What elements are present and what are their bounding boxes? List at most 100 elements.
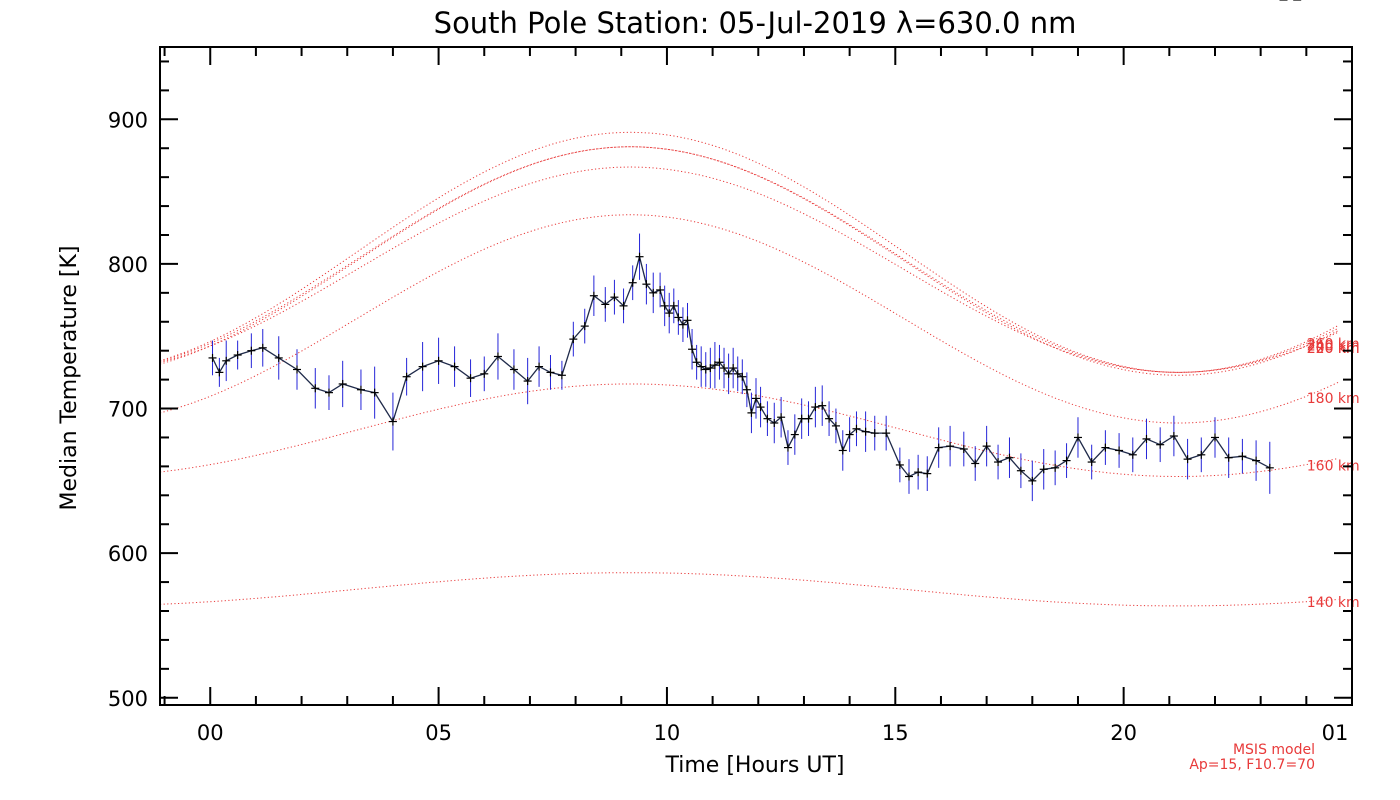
data-point <box>701 365 710 374</box>
data-point <box>959 445 968 454</box>
data-point <box>1265 463 1274 472</box>
data-point <box>674 313 683 322</box>
measurement-line <box>211 256 1271 482</box>
data-point <box>747 408 756 417</box>
data-point <box>1142 434 1151 443</box>
data-point <box>861 427 870 436</box>
data-point <box>1062 456 1071 465</box>
data-point <box>804 414 813 423</box>
data-point <box>402 372 411 381</box>
data-point <box>715 358 724 367</box>
x-tick-label-1: 05 <box>425 721 452 745</box>
data-point <box>233 351 242 360</box>
data-point <box>818 401 827 410</box>
data-point <box>1005 453 1014 462</box>
data-point <box>1073 433 1082 442</box>
data-point <box>752 394 760 403</box>
model-curve-label-6: 260 km <box>1307 337 1360 353</box>
data-point <box>1087 458 1096 467</box>
data-point <box>311 384 320 393</box>
data-point <box>247 346 256 355</box>
data-point <box>742 385 751 394</box>
data-point <box>923 469 932 478</box>
data-point <box>1183 455 1192 464</box>
data-point <box>845 430 854 439</box>
data-point <box>635 252 644 261</box>
model-curve-label-1: 160 km <box>1307 458 1360 474</box>
data-point <box>710 361 719 370</box>
model-curve-label-2: 180 km <box>1307 391 1360 407</box>
data-point <box>777 413 786 422</box>
model-curve-label-0: 140 km <box>1307 595 1360 611</box>
data-point <box>692 358 701 367</box>
data-point <box>493 352 502 361</box>
y-tick-label-1: 600 <box>108 542 148 566</box>
data-point <box>1252 456 1261 465</box>
data-point <box>338 379 347 388</box>
data-point <box>466 374 475 383</box>
data-point <box>589 291 598 300</box>
model-curve-3 <box>159 166 1339 373</box>
model-curve-label-3: 200 km <box>1307 341 1360 357</box>
data-point <box>546 368 555 377</box>
data-point <box>770 419 779 427</box>
data-point <box>870 429 879 438</box>
data-point <box>388 417 397 426</box>
x-axis-title: Time [Hours UT] <box>665 753 845 778</box>
data-point <box>733 369 742 378</box>
data-point <box>258 343 267 352</box>
axes: 00 05 10 15 20 01 500 600 700 800 900 <box>108 46 1353 745</box>
data-point <box>724 369 733 378</box>
data-point <box>1197 450 1206 459</box>
data-point <box>656 285 665 294</box>
y-tick-label-4: 900 <box>108 108 148 132</box>
data-point <box>763 414 772 423</box>
data-point <box>480 369 489 378</box>
data-point <box>1028 476 1037 485</box>
data-point <box>569 335 578 344</box>
x-tick-label-5: 01 <box>1322 721 1349 745</box>
model-curve-6 <box>159 131 1339 373</box>
data-point <box>904 472 913 481</box>
y-tick-label-3: 800 <box>108 253 148 277</box>
y-axis-title: Median Temperature [K] <box>57 246 82 511</box>
data-point <box>811 403 820 412</box>
data-point <box>1156 440 1165 449</box>
data-point <box>324 388 333 397</box>
data-point <box>642 280 651 289</box>
data-point <box>994 458 1003 467</box>
x-tick-label-0: 00 <box>197 721 224 745</box>
data-point <box>665 309 674 318</box>
data-point <box>356 385 365 394</box>
data-point <box>222 356 231 365</box>
x-tick-label-3: 15 <box>882 721 909 745</box>
model-curve-2 <box>159 214 1339 424</box>
data-point <box>946 442 955 451</box>
data-point <box>688 345 697 354</box>
data-point <box>610 293 619 302</box>
data-point <box>619 301 628 310</box>
data-point <box>215 368 224 377</box>
model-note-line-2: Ap=15, F10.7=70 <box>1189 757 1315 773</box>
data-point <box>208 353 217 362</box>
measurement-series <box>208 0 1302 502</box>
data-point <box>1051 463 1060 472</box>
x-tick-label-2: 10 <box>654 721 681 745</box>
data-point <box>697 362 706 371</box>
data-point <box>509 365 518 374</box>
data-point <box>450 362 459 371</box>
data-point <box>729 364 738 373</box>
data-point <box>790 430 799 439</box>
data-point <box>418 362 427 371</box>
data-point <box>293 365 302 374</box>
data-point <box>914 468 923 477</box>
model-curve-1 <box>159 383 1339 477</box>
plot-frame <box>159 46 1353 706</box>
data-point <box>580 322 589 331</box>
data-point <box>274 353 283 362</box>
data-point <box>831 421 840 430</box>
data-point <box>1169 432 1178 441</box>
data-point <box>1238 452 1247 461</box>
